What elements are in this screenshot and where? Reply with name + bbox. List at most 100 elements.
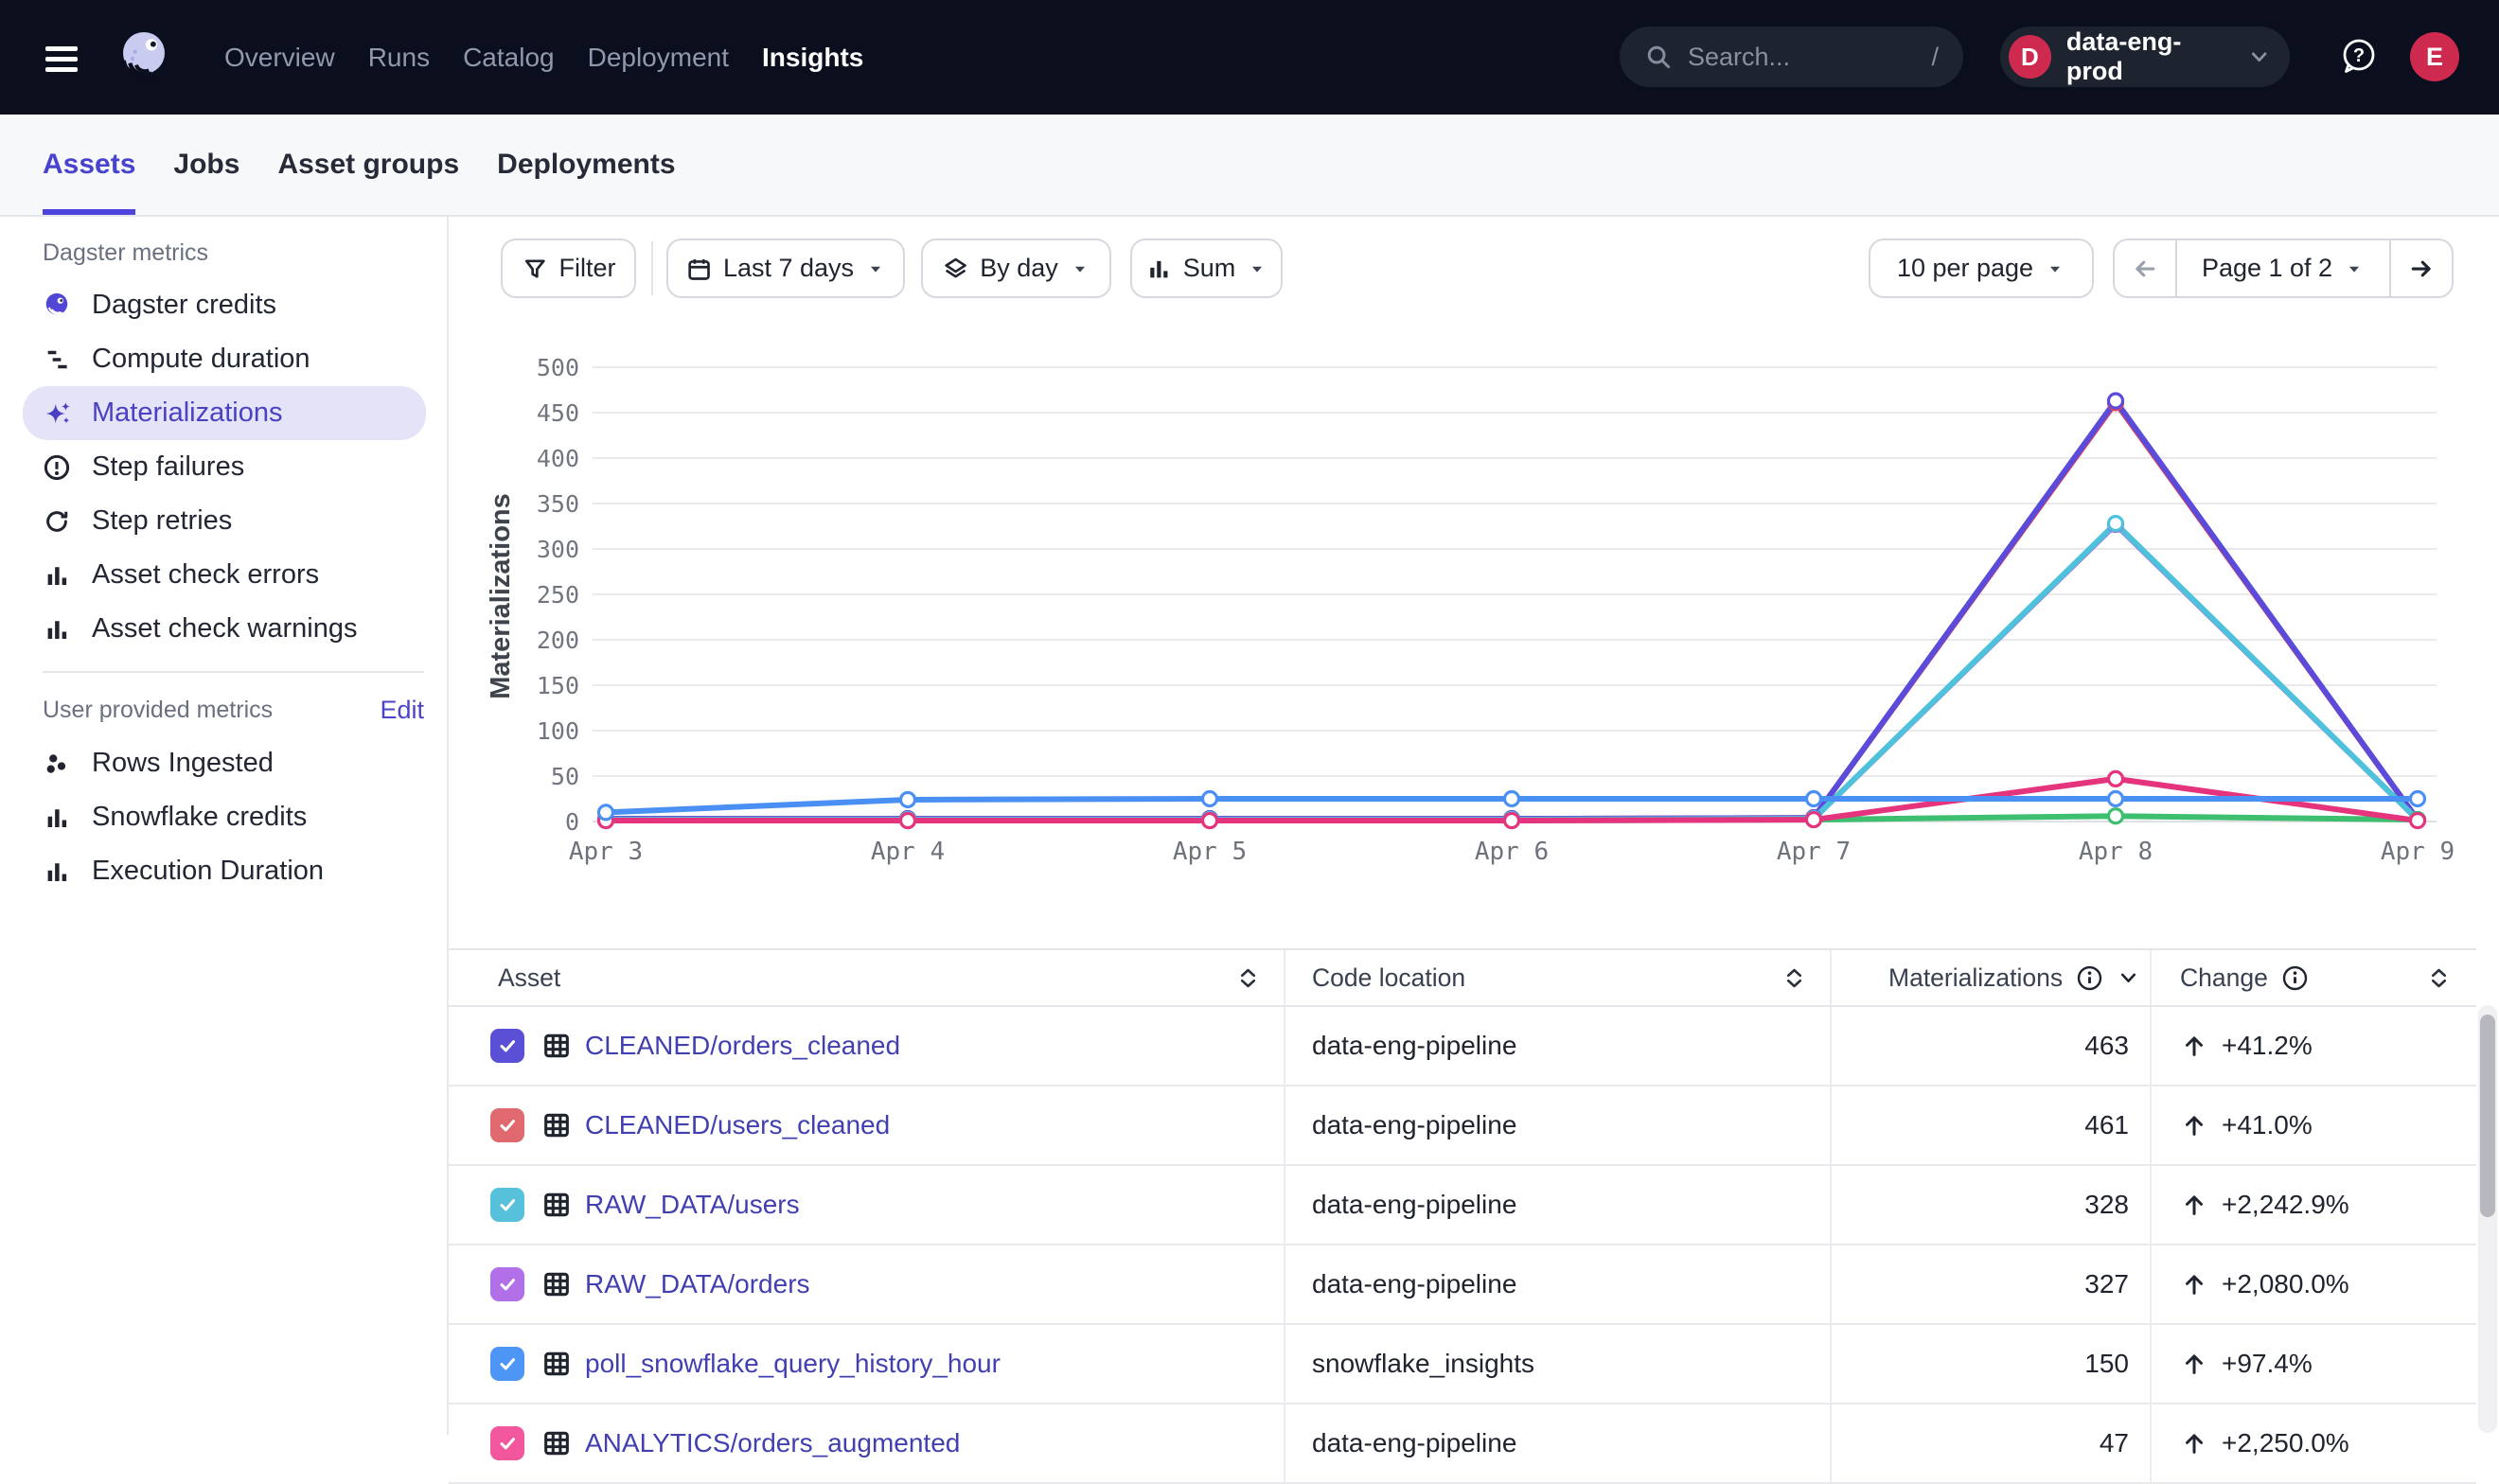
- sort-icon[interactable]: [2426, 965, 2452, 991]
- tab-deployments[interactable]: Deployments: [497, 115, 675, 215]
- check-icon: [495, 1352, 520, 1376]
- svg-text:Apr 5: Apr 5: [1173, 838, 1247, 866]
- sidebar-item-label: Execution Duration: [92, 856, 324, 887]
- series-checkbox[interactable]: [490, 1347, 524, 1381]
- asset-link[interactable]: RAW_DATA/orders: [585, 1269, 810, 1299]
- aggregation-button[interactable]: Sum: [1130, 238, 1283, 298]
- nav-link-deployment[interactable]: Deployment: [588, 43, 729, 73]
- arrow-up-icon: [2180, 1032, 2208, 1060]
- sort-icon[interactable]: [1781, 965, 1807, 991]
- nav-link-insights[interactable]: Insights: [762, 43, 863, 73]
- series-checkbox[interactable]: [490, 1108, 524, 1142]
- materializations-cell: 47: [1832, 1404, 2152, 1482]
- dots-icon: [43, 750, 71, 778]
- filter-button[interactable]: Filter: [501, 238, 636, 298]
- code-location-cell: data-eng-pipeline: [1285, 1086, 1832, 1164]
- page-size-button[interactable]: 10 per page: [1869, 238, 2094, 298]
- sparkles-icon: [43, 399, 71, 428]
- page-select[interactable]: Page 1 of 2: [2175, 240, 2389, 296]
- top-nav: Overview Runs Catalog Deployment Insights Se…: [0, 0, 2499, 115]
- sidebar-item-asset-check-errors[interactable]: Asset check errors: [0, 548, 447, 602]
- funnel-icon: [522, 256, 548, 282]
- svg-text:Apr 4: Apr 4: [871, 838, 945, 866]
- bar-chart-icon: [43, 615, 71, 644]
- asset-link[interactable]: CLEANED/orders_cleaned: [585, 1031, 900, 1061]
- code-location-cell: data-eng-pipeline: [1285, 1166, 1832, 1244]
- tab-assets[interactable]: Assets: [43, 115, 135, 215]
- sidebar-item-snowflake-credits[interactable]: Snowflake credits: [0, 790, 447, 844]
- grid-icon: [541, 1428, 572, 1458]
- arrow-up-icon: [2180, 1191, 2208, 1219]
- search-shortcut-hint: /: [1931, 43, 1939, 72]
- sidebar-item-asset-check-warnings[interactable]: Asset check warnings: [0, 602, 447, 656]
- table-row: CLEANED/orders_cleaneddata-eng-pipeline4…: [449, 1007, 2476, 1086]
- sort-icon[interactable]: [1235, 965, 1261, 991]
- edit-metrics-link[interactable]: Edit: [380, 696, 424, 725]
- column-header-change[interactable]: Change: [2152, 950, 2476, 1005]
- sidebar-item-materializations[interactable]: Materializations: [23, 386, 426, 440]
- bar-chart-icon: [43, 561, 71, 590]
- nav-link-runs[interactable]: Runs: [368, 43, 430, 73]
- sidebar-item-step-retries[interactable]: Step retries: [0, 494, 447, 548]
- sidebar-section-title: User provided metrics: [43, 697, 273, 724]
- series-checkbox[interactable]: [490, 1426, 524, 1460]
- info-icon[interactable]: [2076, 964, 2103, 992]
- grid-icon: [541, 1190, 572, 1220]
- asset-link[interactable]: CLEANED/users_cleaned: [585, 1110, 890, 1140]
- org-switcher[interactable]: D data-eng-prod: [2000, 26, 2290, 87]
- tab-asset-groups[interactable]: Asset groups: [277, 115, 459, 215]
- duration-icon: [43, 345, 71, 374]
- search-input[interactable]: Search... /: [1620, 26, 1963, 87]
- asset-link[interactable]: poll_snowflake_query_history_hour: [585, 1349, 1001, 1379]
- series-checkbox[interactable]: [490, 1267, 524, 1301]
- column-header-code-location[interactable]: Code location: [1285, 950, 1832, 1005]
- code-location-cell: data-eng-pipeline: [1285, 1007, 1832, 1085]
- hamburger-menu-icon[interactable]: [45, 46, 78, 72]
- nav-link-overview[interactable]: Overview: [224, 43, 335, 73]
- next-page-button[interactable]: [2389, 240, 2452, 296]
- sidebar-item-label: Compute duration: [92, 344, 310, 375]
- series-checkbox[interactable]: [490, 1188, 524, 1222]
- help-icon[interactable]: ?: [2336, 34, 2382, 80]
- materializations-cell: 327: [1832, 1246, 2152, 1323]
- table-row: poll_snowflake_query_history_hour snowfla…: [449, 1325, 2476, 1404]
- sidebar-item-execution-duration[interactable]: Execution Duration: [0, 844, 447, 898]
- asset-link[interactable]: ANALYTICS/orders_augmented: [585, 1428, 960, 1458]
- change-cell: +2,080.0%: [2152, 1246, 2476, 1323]
- sidebar-item-compute-duration[interactable]: Compute duration: [0, 332, 447, 386]
- svg-text:50: 50: [551, 763, 579, 790]
- asset-link[interactable]: RAW_DATA/users: [585, 1190, 800, 1220]
- code-location-cell: snowflake_insights: [1285, 1325, 1832, 1403]
- change-cell: +2,250.0%: [2152, 1404, 2476, 1482]
- sidebar-item-label: Step retries: [92, 505, 232, 537]
- chevron-down-icon[interactable]: [2117, 966, 2140, 990]
- main-content: Filter Last 7 days By day Sum 10 per pag…: [449, 217, 2499, 1435]
- grid-icon: [541, 1269, 572, 1299]
- svg-text:Apr 8: Apr 8: [2079, 838, 2153, 866]
- table-row: RAW_DATA/usersdata-eng-pipeline328+2,242…: [449, 1166, 2476, 1246]
- dagster-logo-icon[interactable]: [114, 26, 174, 87]
- svg-text:500: 500: [537, 354, 579, 381]
- svg-text:Apr 7: Apr 7: [1777, 838, 1851, 866]
- caret-down-icon: [2045, 258, 2065, 279]
- code-location-cell: data-eng-pipeline: [1285, 1404, 1832, 1482]
- column-header-asset[interactable]: Asset: [449, 950, 1285, 1005]
- org-avatar: D: [2009, 35, 2051, 79]
- table-row: RAW_DATA/ordersdata-eng-pipeline327+2,08…: [449, 1246, 2476, 1325]
- arrow-up-icon: [2180, 1111, 2208, 1140]
- series-checkbox[interactable]: [490, 1029, 524, 1063]
- nav-link-catalog[interactable]: Catalog: [463, 43, 555, 73]
- sidebar-item-dagster-credits[interactable]: Dagster credits: [0, 278, 447, 332]
- sidebar-item-step-failures[interactable]: Step failures: [0, 440, 447, 494]
- column-header-materializations[interactable]: Materializations: [1832, 950, 2152, 1005]
- sidebar-item-rows-ingested[interactable]: Rows Ingested: [0, 736, 447, 790]
- change-cell: +2,242.9%: [2152, 1166, 2476, 1244]
- table-scrollbar-thumb[interactable]: [2480, 1015, 2495, 1217]
- group-by-button[interactable]: By day: [921, 238, 1111, 298]
- search-icon: [1644, 43, 1673, 71]
- prev-page-button[interactable]: [2115, 240, 2175, 296]
- date-range-button[interactable]: Last 7 days: [666, 238, 905, 298]
- user-avatar[interactable]: E: [2410, 32, 2459, 81]
- tab-jobs[interactable]: Jobs: [173, 115, 239, 215]
- info-icon[interactable]: [2281, 964, 2309, 992]
